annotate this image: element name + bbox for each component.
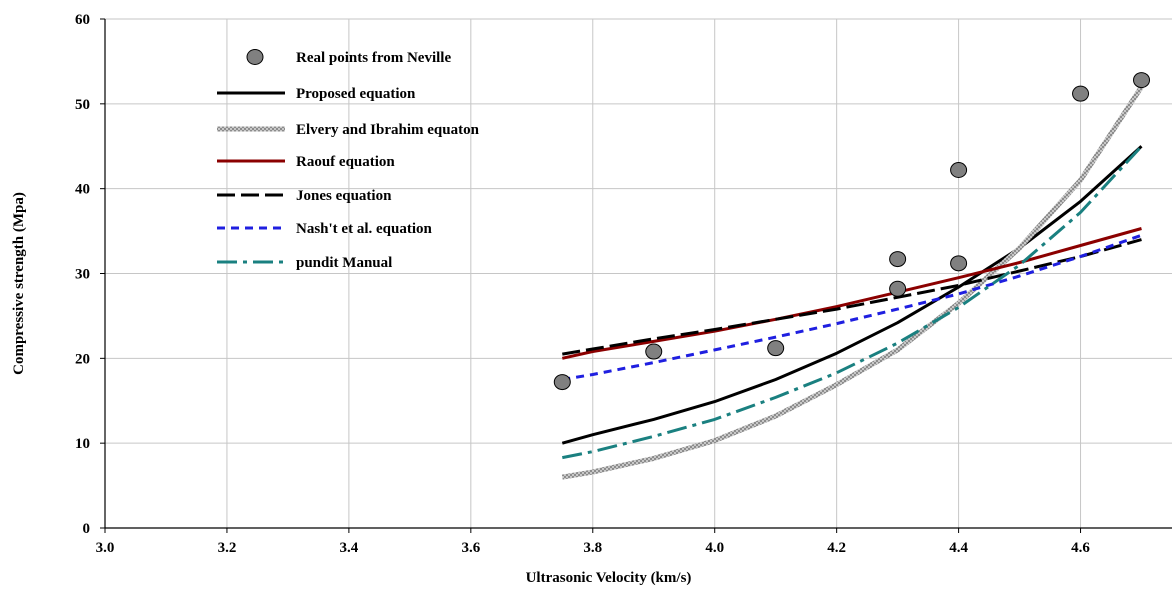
legend-label-jones-equation: Jones equation: [296, 188, 392, 204]
legend: Real points from Neville Proposed equatio…: [217, 49, 480, 271]
x-tick-label: 3.2: [218, 540, 237, 556]
y-tick-label: 50: [75, 97, 90, 113]
axes: 3.0 3.2 3.4 3.6 3.8 4.0 4.2 4.4 4.6 0 10 20 30 40 50 60: [75, 12, 1172, 556]
real-points-from-neville-point: [950, 162, 968, 179]
x-tick-label: 3.4: [340, 540, 359, 556]
legend-label-real-points-from-neville: Real points from Neville: [296, 50, 451, 66]
real-points-from-neville-point: [767, 340, 785, 357]
y-axis-title: Compressive strength (Mpa): [11, 192, 27, 375]
grid: [105, 18, 1172, 528]
proposed-equation-line: [561, 145, 1143, 445]
x-tick-label: 4.2: [827, 540, 846, 556]
pundit-manual-line: [562, 145, 1143, 460]
real-points-from-neville-point: [1072, 85, 1090, 102]
nash-t-et-al-equation-line: [562, 233, 1142, 381]
legend-label-pundit-manual: pundit Manual: [296, 255, 392, 271]
jones-equation-line: [562, 238, 1142, 356]
real-points-from-neville-point: [553, 374, 571, 391]
x-axis-title: Ultrasonic Velocity (km/s): [526, 570, 692, 586]
y-tick-label: 20: [75, 351, 90, 367]
real-points-from-neville-point: [889, 280, 907, 297]
y-tick-label: 30: [75, 267, 90, 283]
x-tick-label: 4.0: [705, 540, 724, 556]
legend-label-elvery-and-ibrahim-equaton: Elvery and Ibrahim equaton: [296, 122, 480, 138]
x-tick-label: 4.4: [949, 540, 968, 556]
real-points-from-neville-point: [950, 255, 968, 272]
x-tick-label: 3.0: [96, 540, 115, 556]
x-tick-label: 4.6: [1071, 540, 1090, 556]
real-points-from-neville-point: [645, 343, 663, 360]
y-tick-label: 40: [75, 182, 90, 198]
x-tick-label: 3.8: [583, 540, 602, 556]
x-tick-label: 3.6: [461, 540, 480, 556]
series-layer: [553, 72, 1151, 480]
legend-label-nash-t-et-al-equation: Nash't et al. equation: [296, 221, 433, 237]
legend-label-raouf-equation: Raouf equation: [296, 154, 395, 170]
legend-marker-real-points-from-neville: [246, 49, 264, 65]
real-points-from-neville-point: [889, 251, 907, 268]
y-tick-label: 0: [83, 521, 91, 537]
y-tick-label: 60: [75, 12, 90, 28]
y-tick-label: 10: [75, 436, 90, 452]
elvery-and-ibrahim-equaton-line: [561, 85, 1144, 480]
real-points-from-neville-point: [1133, 72, 1151, 89]
legend-label-proposed-equation: Proposed equation: [296, 86, 416, 102]
raouf-equation-line: [561, 227, 1142, 360]
